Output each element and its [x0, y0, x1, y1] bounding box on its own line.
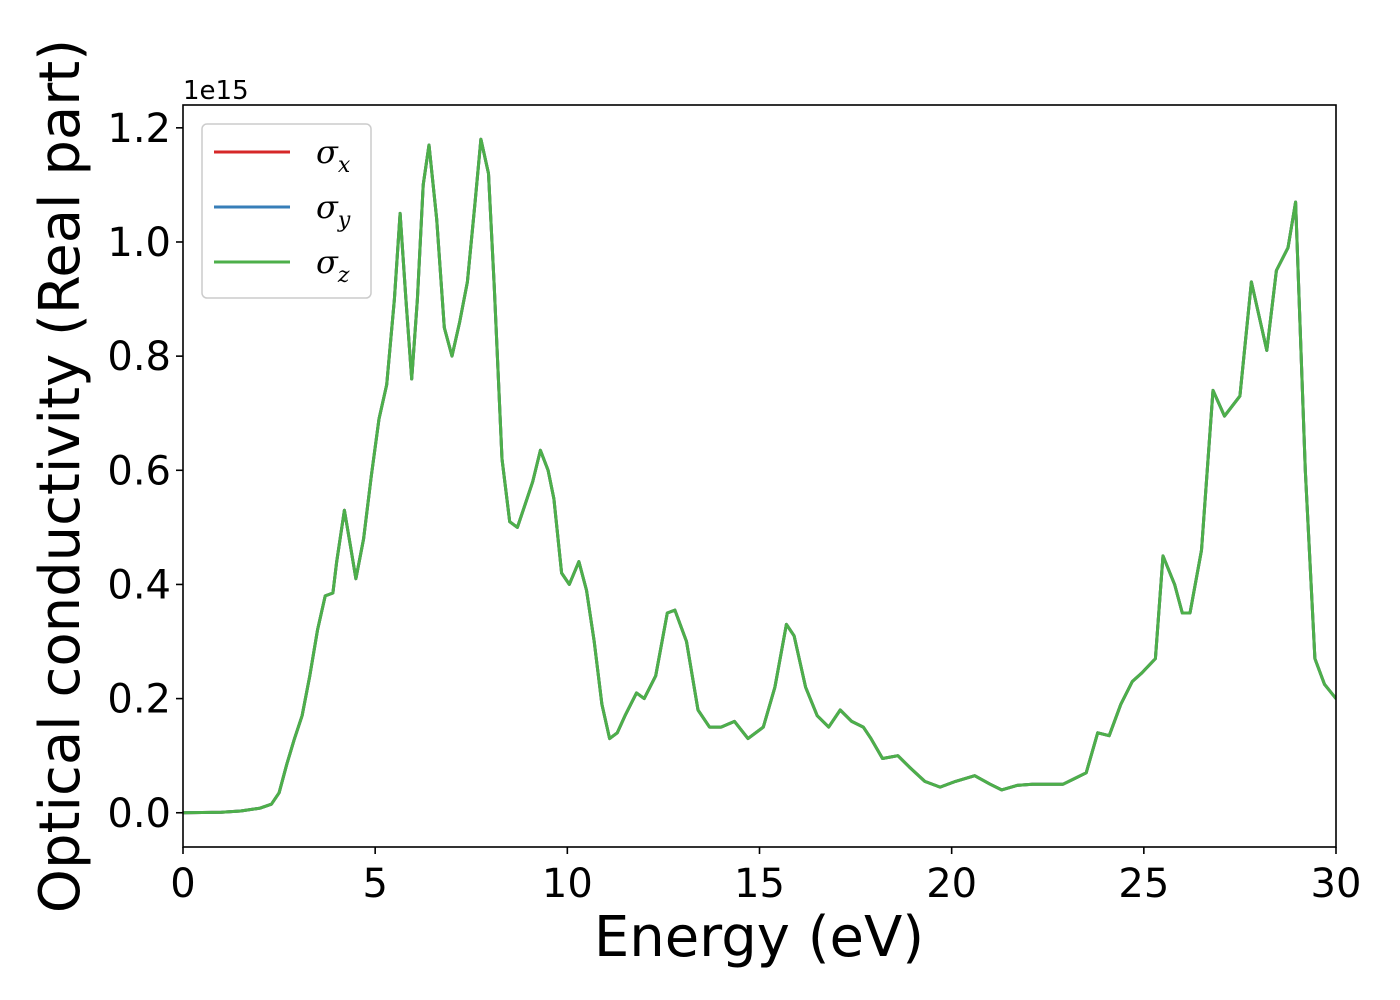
y-offset-label: 1e15: [183, 76, 249, 106]
y-tick-label: 0.4: [107, 562, 171, 608]
legend-entry-label: σz: [316, 243, 350, 288]
x-tick-label: 10: [542, 861, 593, 907]
legend-subscript: x: [338, 153, 351, 178]
x-tick-label: 30: [1311, 861, 1362, 907]
x-axis-label: Energy (eV): [594, 905, 924, 970]
series-line-2: [183, 137, 1336, 815]
y-tick-label: 1.0: [107, 220, 171, 266]
x-tick-label: 25: [1118, 861, 1169, 907]
legend-symbol: σ: [316, 188, 339, 226]
legend-subscript: z: [337, 263, 350, 288]
x-tick-label: 5: [362, 861, 387, 907]
y-tick-label: 1.2: [107, 106, 171, 152]
x-tick-label: 0: [170, 861, 195, 907]
legend-entry-label: σx: [316, 133, 351, 178]
y-axis-ticks: 0.0 0.2 0.4 0.6 0.8 1.0 1.2: [107, 106, 183, 837]
series-layer: [183, 137, 1336, 815]
y-tick-label: 0.8: [107, 334, 171, 380]
y-tick-label: 0.6: [107, 448, 171, 494]
y-tick-label: 0.0: [107, 791, 171, 837]
legend-symbol: σ: [316, 133, 339, 171]
x-axis-ticks: 0 5 10 15 20 25 30: [170, 847, 1361, 907]
y-tick-label: 0.2: [107, 677, 171, 723]
y-axis-label: Optical conductivity (Real part): [28, 39, 93, 913]
legend-entry-label: σy: [316, 188, 351, 233]
x-tick-label: 20: [926, 861, 977, 907]
legend-box: [201, 123, 372, 299]
legend-subscript: y: [337, 208, 351, 233]
x-tick-label: 15: [734, 861, 785, 907]
legend-symbol: σ: [316, 243, 339, 281]
